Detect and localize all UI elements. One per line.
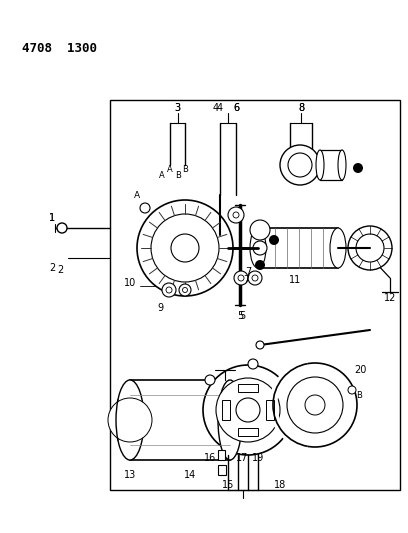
Text: 5: 5: [239, 311, 245, 321]
Circle shape: [348, 226, 392, 270]
Circle shape: [287, 377, 343, 433]
Bar: [110, 100, 400, 490]
Circle shape: [205, 375, 215, 385]
Circle shape: [151, 214, 219, 282]
Circle shape: [288, 153, 312, 177]
Text: 3: 3: [175, 103, 181, 113]
Ellipse shape: [218, 380, 242, 460]
Ellipse shape: [330, 228, 346, 268]
Ellipse shape: [338, 150, 346, 180]
Text: 8: 8: [298, 103, 304, 113]
Text: 7: 7: [243, 275, 249, 285]
Circle shape: [140, 203, 150, 213]
Text: 13: 13: [124, 470, 136, 480]
Ellipse shape: [316, 150, 324, 180]
Text: A: A: [167, 166, 173, 174]
Circle shape: [248, 271, 262, 285]
Text: 10: 10: [124, 278, 136, 288]
Text: B: B: [175, 171, 181, 180]
Text: 19: 19: [252, 453, 264, 463]
Text: 5: 5: [237, 311, 243, 321]
Circle shape: [182, 287, 188, 293]
Text: 4: 4: [217, 103, 223, 113]
Text: 9: 9: [157, 303, 163, 313]
Text: 2: 2: [49, 263, 55, 273]
Text: 1: 1: [49, 213, 55, 223]
Circle shape: [234, 271, 248, 285]
Ellipse shape: [116, 380, 144, 460]
Circle shape: [348, 386, 356, 394]
Text: 12: 12: [384, 293, 396, 303]
Circle shape: [273, 363, 357, 447]
Text: A: A: [134, 191, 140, 200]
Text: 3: 3: [174, 103, 180, 113]
Circle shape: [305, 395, 325, 415]
Text: 11: 11: [289, 275, 301, 285]
Text: 14: 14: [184, 470, 196, 480]
Text: 4708  1300: 4708 1300: [22, 42, 97, 55]
Text: 18: 18: [274, 480, 286, 490]
Circle shape: [171, 234, 199, 262]
Bar: [258, 228, 338, 268]
Circle shape: [252, 275, 258, 281]
Circle shape: [280, 145, 320, 185]
Circle shape: [233, 212, 239, 218]
Text: 15: 15: [222, 480, 234, 490]
Bar: [320, 150, 342, 180]
Circle shape: [356, 234, 384, 262]
Circle shape: [353, 163, 363, 173]
Circle shape: [57, 223, 67, 233]
Circle shape: [255, 260, 265, 270]
Bar: [266, 400, 274, 420]
Text: 17: 17: [236, 453, 248, 463]
Circle shape: [203, 365, 293, 455]
Ellipse shape: [250, 228, 266, 268]
Text: 6: 6: [233, 103, 239, 113]
Bar: [238, 428, 258, 436]
Text: 8: 8: [298, 103, 304, 113]
Text: 16: 16: [204, 453, 216, 463]
Bar: [218, 450, 225, 460]
Circle shape: [236, 398, 260, 422]
Text: 2: 2: [57, 265, 63, 275]
Text: B: B: [356, 391, 362, 400]
Circle shape: [250, 220, 270, 240]
Circle shape: [166, 287, 172, 293]
Circle shape: [238, 275, 244, 281]
Circle shape: [137, 200, 233, 296]
Bar: [222, 400, 230, 420]
Circle shape: [216, 378, 280, 442]
Bar: [238, 384, 258, 392]
Circle shape: [269, 235, 279, 245]
Text: 6: 6: [233, 103, 239, 113]
Circle shape: [179, 284, 191, 296]
Bar: [218, 465, 226, 475]
Circle shape: [228, 207, 244, 223]
Text: 4: 4: [213, 103, 219, 113]
Text: 20: 20: [354, 365, 366, 375]
Circle shape: [248, 359, 258, 369]
Text: B: B: [182, 166, 188, 174]
Text: A: A: [159, 171, 165, 180]
Circle shape: [108, 398, 152, 442]
Circle shape: [253, 241, 267, 255]
Circle shape: [162, 283, 176, 297]
Text: 1: 1: [49, 213, 55, 223]
Circle shape: [256, 341, 264, 349]
Bar: [130, 380, 230, 460]
Text: 7: 7: [245, 267, 251, 277]
